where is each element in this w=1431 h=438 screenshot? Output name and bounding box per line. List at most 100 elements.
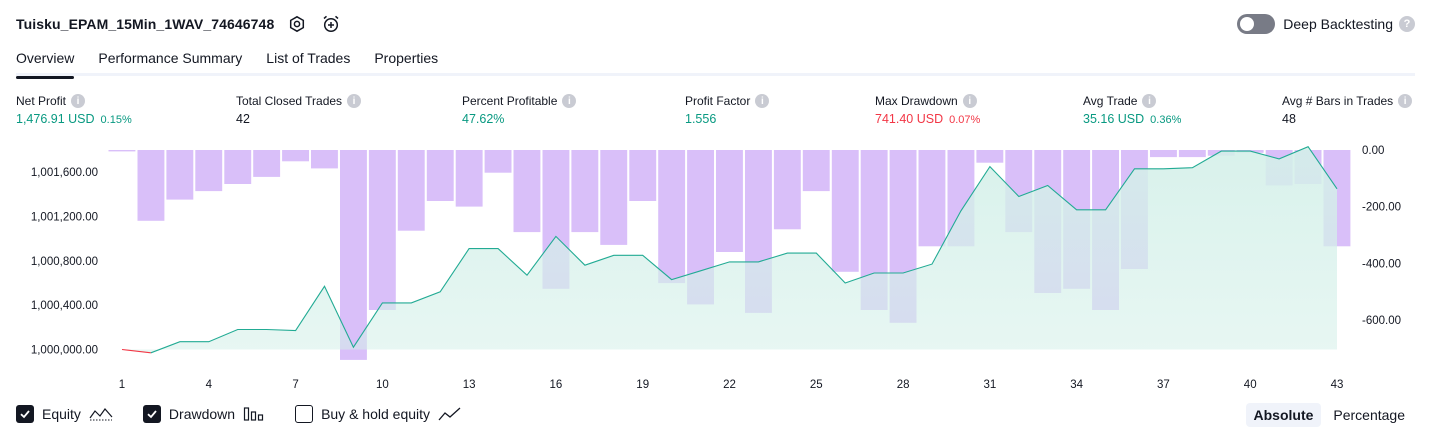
gear-icon[interactable] xyxy=(286,13,308,35)
metric-value: 47.62% xyxy=(462,112,505,126)
left-axis-tick: 1,001,200.00 xyxy=(31,212,98,224)
tab-overview[interactable]: Overview xyxy=(16,44,75,79)
x-axis-tick: 34 xyxy=(1070,379,1083,391)
tab-bar: Overview Performance Summary List of Tra… xyxy=(16,44,1415,79)
x-axis-tick: 22 xyxy=(723,379,736,391)
info-icon[interactable]: i xyxy=(1142,94,1157,108)
right-axis: 0.00 -200.00 -400.00 -600.00 xyxy=(1362,145,1401,327)
drawdown-bar xyxy=(600,150,628,245)
metric-max-drawdown: Max Drawdown i 741.40 USD 0.07% xyxy=(875,92,980,126)
tab-properties[interactable]: Properties xyxy=(374,50,439,66)
metric-value: 35.16 USD xyxy=(1083,112,1145,126)
equity-drawdown-chart[interactable]: 1,000,000.00 1,000,400.00 1,000,800.00 1,00… xyxy=(0,140,1431,396)
metric-value: 48 xyxy=(1282,112,1296,126)
metric-percent: 0.15% xyxy=(100,114,132,126)
drawdown-bar xyxy=(831,150,859,272)
x-axis-tick: 37 xyxy=(1157,379,1170,391)
drawdown-bar xyxy=(484,150,512,173)
drawdown-bar xyxy=(224,150,252,184)
drawdown-bar xyxy=(340,150,367,360)
drawdown-bar xyxy=(976,150,1004,163)
metric-value: 1.556 xyxy=(685,112,717,126)
drawdown-bar xyxy=(368,150,396,310)
x-axis: 1 4 7 10 13 16 19 22 25 28 31 34 37 40 43 xyxy=(119,379,1344,391)
equity-checkbox[interactable] xyxy=(16,405,34,423)
alarm-clock-icon[interactable] xyxy=(320,13,342,35)
help-icon[interactable]: ? xyxy=(1399,16,1415,32)
tab-performance-summary[interactable]: Performance Summary xyxy=(98,50,243,66)
buy-hold-line-icon xyxy=(438,406,462,422)
x-axis-tick: 25 xyxy=(810,379,823,391)
metric-profit-factor: Profit Factor i 1.556 xyxy=(685,92,770,126)
drawdown-bar xyxy=(166,150,194,200)
metric-avg-bars-in-trades: Avg # Bars in Trades i 48 xyxy=(1282,92,1413,126)
legend-drawdown[interactable]: Drawdown xyxy=(142,405,265,423)
left-axis-tick: 1,000,800.00 xyxy=(31,256,98,268)
deep-backtesting-label: Deep Backtesting xyxy=(1283,16,1393,32)
info-icon[interactable]: i xyxy=(962,94,977,108)
deep-backtesting-toggle[interactable] xyxy=(1237,14,1276,34)
left-axis-tick: 1,000,400.00 xyxy=(31,300,98,312)
drawdown-bar xyxy=(513,150,541,233)
right-axis-tick: -600.00 xyxy=(1362,315,1401,327)
drawdown-bar xyxy=(571,150,599,233)
right-axis-tick: -400.00 xyxy=(1362,258,1401,270)
legend-label: Drawdown xyxy=(168,406,236,422)
info-icon[interactable]: i xyxy=(755,94,770,108)
info-icon[interactable]: i xyxy=(71,94,86,108)
scale-switch: Absolute Percentage xyxy=(1242,402,1414,428)
legend-equity[interactable]: Equity xyxy=(16,405,113,423)
metric-label: Percent Profitable xyxy=(462,94,558,108)
equity-line-icon xyxy=(89,406,113,422)
info-icon[interactable]: i xyxy=(347,94,362,108)
drawdown-bar xyxy=(716,150,743,252)
metric-percent: 0.07% xyxy=(949,114,981,126)
percentage-button[interactable]: Percentage xyxy=(1333,407,1405,423)
drawdown-bar xyxy=(253,150,281,177)
x-axis-tick: 28 xyxy=(897,379,910,391)
strategy-header: Tuisku_EPAM_15Min_1WAV_74646748 xyxy=(16,10,342,38)
metric-percent-profitable: Percent Profitable i 47.62% xyxy=(462,92,577,126)
drawdown-checkbox[interactable] xyxy=(142,405,161,423)
right-axis-tick: -200.00 xyxy=(1362,202,1401,214)
drawdown-bar xyxy=(629,150,657,201)
drawdown-bar xyxy=(426,150,454,201)
x-axis-tick: 4 xyxy=(206,379,213,391)
metric-label: Max Drawdown xyxy=(875,94,958,108)
drawdown-bar xyxy=(397,150,425,231)
metric-value: 741.40 USD xyxy=(875,112,944,126)
x-axis-tick: 13 xyxy=(463,379,476,391)
tab-list-of-trades[interactable]: List of Trades xyxy=(266,50,351,66)
drawdown-bar xyxy=(802,150,830,192)
metric-avg-trade: Avg Trade i 35.16 USD 0.36% xyxy=(1083,92,1181,126)
absolute-button[interactable]: Absolute xyxy=(1245,403,1322,427)
x-axis-tick: 10 xyxy=(376,379,389,391)
left-axis-tick: 1,000,000.00 xyxy=(31,345,98,357)
drawdown-bar xyxy=(455,150,483,207)
x-axis-tick: 16 xyxy=(550,379,563,391)
x-axis-tick: 40 xyxy=(1244,379,1257,391)
drawdown-bar xyxy=(658,150,686,284)
equity-negative-line xyxy=(121,348,151,354)
metric-label: Avg Trade xyxy=(1083,94,1138,108)
metric-net-profit: Net Profit i 1,476.91 USD 0.15% xyxy=(16,92,132,126)
metric-label: Profit Factor xyxy=(685,94,751,108)
drawdown-bar xyxy=(1178,150,1206,158)
info-icon[interactable]: i xyxy=(562,94,577,108)
x-axis-tick: 31 xyxy=(984,379,997,391)
metrics-row: Net Profit i 1,476.91 USD 0.15% Total Clos… xyxy=(0,92,1431,132)
drawdown-bar xyxy=(137,150,165,221)
metric-label: Net Profit xyxy=(16,94,67,108)
buy-hold-checkbox[interactable] xyxy=(295,405,314,423)
legend-buy-hold-equity[interactable]: Buy & hold equity xyxy=(295,405,462,423)
drawdown-bar xyxy=(1150,150,1177,158)
legend-label: Buy & hold equity xyxy=(321,406,431,422)
x-axis-tick: 1 xyxy=(119,379,125,391)
deep-backtesting: Deep Backtesting ? xyxy=(1237,12,1415,36)
metric-value: 1,476.91 USD xyxy=(16,112,95,126)
drawdown-bar xyxy=(195,150,223,192)
x-axis-tick: 19 xyxy=(636,379,649,391)
info-icon[interactable]: i xyxy=(1398,94,1413,108)
legend-label: Equity xyxy=(42,406,81,422)
drawdown-bar xyxy=(282,150,309,162)
